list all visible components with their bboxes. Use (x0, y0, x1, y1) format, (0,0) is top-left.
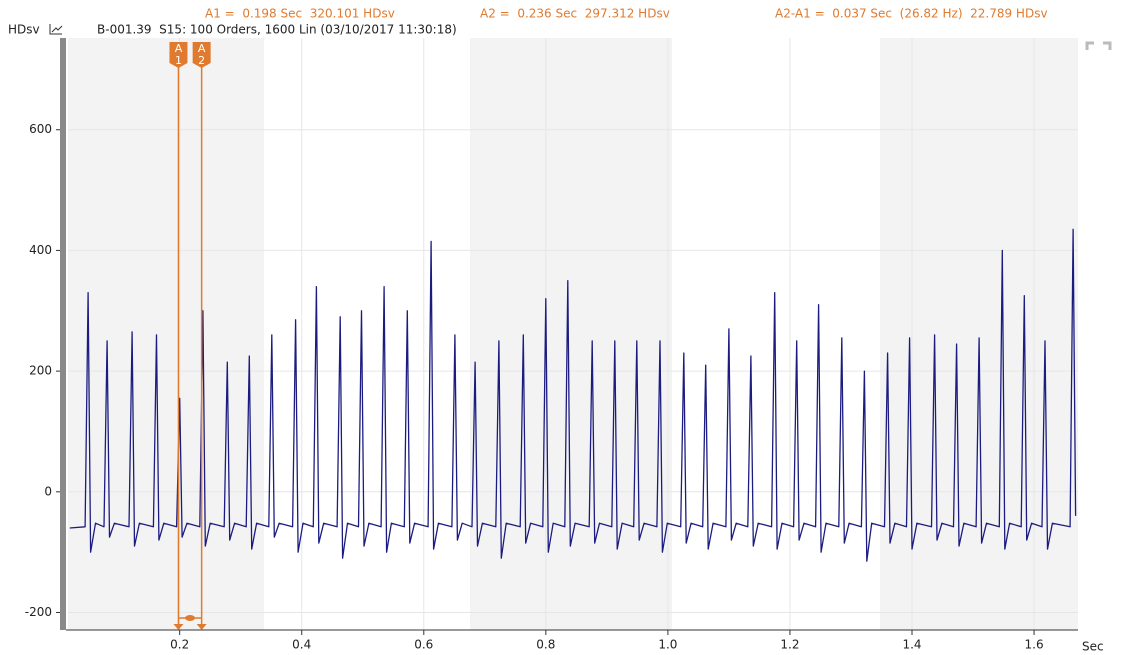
icon (49, 24, 63, 35)
y-axis-bar (60, 38, 66, 630)
x-axis-label: Sec (1082, 640, 1104, 654)
x-tick-label: 1.2 (780, 638, 799, 652)
y-tick-label: -200 (25, 605, 52, 619)
cursor-label: A1 (174, 42, 183, 67)
band (470, 38, 672, 630)
x-tick-label: 0.6 (414, 638, 433, 652)
x-tick-label: 1.4 (902, 638, 921, 652)
source: B-001.39 S15: 100 Orders, 1600 Lin (03/1… (97, 23, 457, 37)
x-tick-label: 0.4 (292, 638, 311, 652)
x-tick-label: 0.8 (536, 638, 555, 652)
cursor-span-handle (185, 615, 196, 621)
waveform (69, 228, 1077, 562)
cursor-tag (169, 42, 188, 68)
readout: A2-A1 = 0.037 Sec (26.82 Hz) 22.789 HDsv (775, 7, 1048, 21)
cursor-label: A2 (197, 42, 206, 67)
cursor-arrow (196, 624, 207, 630)
y-tick-label: 400 (29, 243, 52, 257)
band (68, 38, 264, 630)
readout: A2 = 0.236 Sec 297.312 HDsv (480, 7, 670, 21)
cursor-tag (192, 42, 211, 68)
y-tick-label: 0 (44, 484, 52, 498)
band (880, 38, 1078, 630)
x-tick-label: 1.0 (658, 638, 677, 652)
expand-icon (1085, 41, 1112, 50)
y-tick-label: 600 (29, 122, 52, 136)
cursor-arrow (173, 624, 184, 630)
y-tick-label: 200 (29, 364, 52, 378)
readout: A1 = 0.198 Sec 320.101 HDsv (205, 7, 395, 21)
y-axis-label: HDsv (8, 23, 40, 37)
x-tick-label: 1.6 (1025, 638, 1044, 652)
x-tick-label: 0.2 (170, 638, 189, 652)
